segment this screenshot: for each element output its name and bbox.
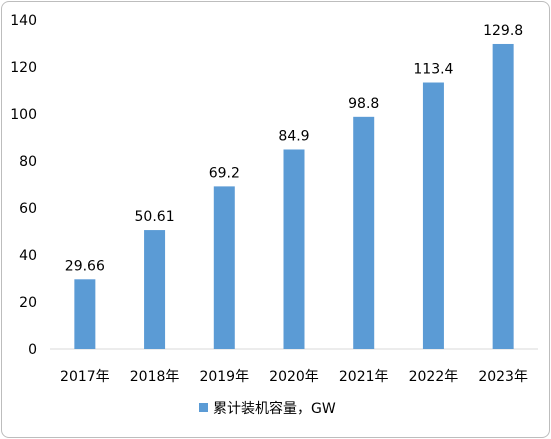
data-label: 98.8 <box>348 96 379 112</box>
x-tick-label: 2020年 <box>269 369 319 385</box>
x-axis-ticks: 2017年 2018年 2019年 2020年 2021年 2022年 2023年 <box>60 369 528 385</box>
y-tick-label: 0 <box>28 342 37 358</box>
bars <box>74 43 514 349</box>
data-labels: 29.66 50.61 69.2 84.9 98.8 113.4 129.8 <box>65 23 523 274</box>
bar <box>283 149 305 349</box>
x-tick-label: 2021年 <box>339 369 389 385</box>
y-tick-label: 100 <box>10 107 37 123</box>
x-tick-label: 2018年 <box>130 369 180 385</box>
bar <box>213 186 235 349</box>
bar <box>492 43 514 349</box>
data-label: 69.2 <box>209 165 240 181</box>
data-label: 84.9 <box>278 128 309 144</box>
data-label: 29.66 <box>65 258 105 274</box>
data-label: 113.4 <box>413 62 453 78</box>
bar <box>422 82 444 349</box>
legend-label: 累计装机容量，GW <box>213 400 336 417</box>
y-tick-label: 60 <box>19 201 37 217</box>
bar <box>353 116 375 349</box>
legend: 累计装机容量，GW <box>199 400 336 417</box>
x-tick-label: 2022年 <box>409 369 459 385</box>
x-tick-label: 2023年 <box>478 369 528 385</box>
x-tick-label: 2019年 <box>199 369 249 385</box>
y-tick-label: 140 <box>10 13 37 29</box>
y-tick-label: 120 <box>10 60 37 76</box>
bar <box>144 230 166 349</box>
y-tick-label: 20 <box>19 295 37 311</box>
y-tick-label: 80 <box>19 154 37 170</box>
y-tick-label: 40 <box>19 248 37 264</box>
data-label: 129.8 <box>483 23 523 39</box>
data-label: 50.61 <box>135 209 175 225</box>
bar <box>74 279 96 349</box>
x-tick-label: 2017年 <box>60 369 110 385</box>
legend-swatch <box>199 403 208 412</box>
y-axis-ticks: 0 20 40 60 80 100 120 140 <box>10 13 37 358</box>
